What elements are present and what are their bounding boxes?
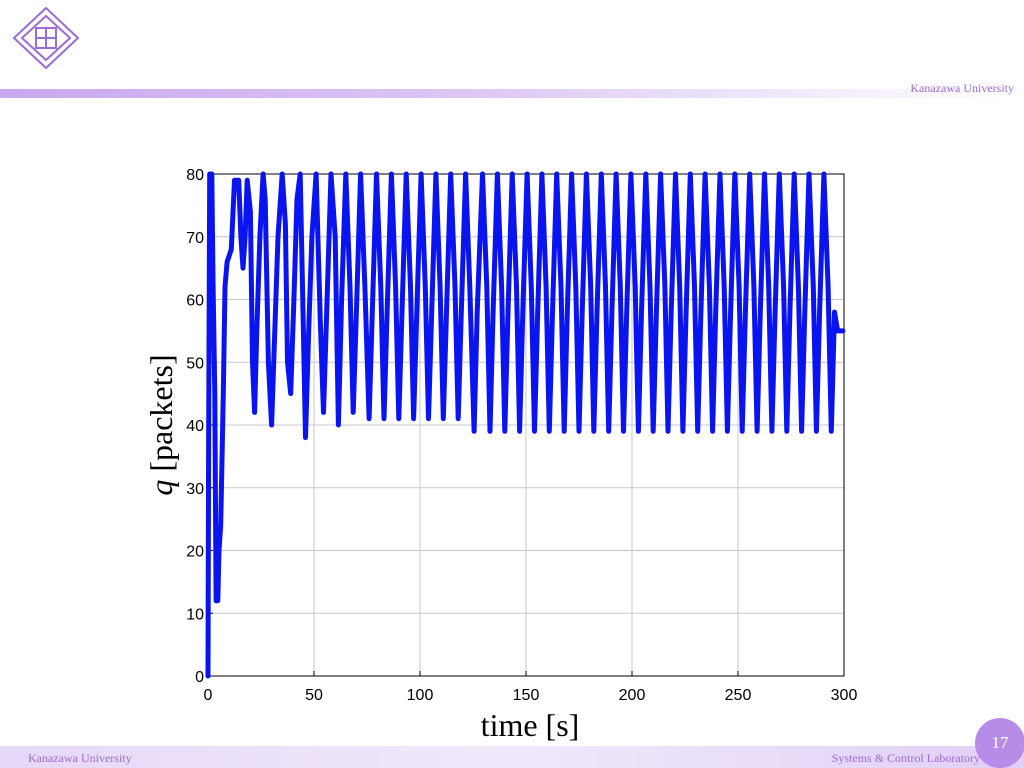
university-logo-icon <box>12 6 80 70</box>
y-axis-variable: q <box>143 480 179 496</box>
x-tick-label: 200 <box>619 687 646 704</box>
footer-band <box>0 746 1024 768</box>
y-axis-title: q [packets] <box>143 354 179 495</box>
x-tick-label: 150 <box>513 687 540 704</box>
y-axis-ticks: 0 10 20 30 40 50 60 70 80 <box>186 167 213 686</box>
page-number-badge: 17 <box>975 718 1024 768</box>
y-tick-label: 60 <box>186 293 204 310</box>
y-tick-label: 0 <box>195 669 204 686</box>
footer-university-name: Kanazawa University <box>28 751 132 765</box>
y-tick-label: 30 <box>186 481 204 498</box>
y-axis-unit: [packets] <box>143 354 179 479</box>
y-tick-label: 40 <box>186 418 204 435</box>
series-line-q <box>205 171 846 679</box>
y-tick-label: 20 <box>186 544 204 561</box>
header-band <box>0 89 1024 98</box>
y-tick-label: 50 <box>186 355 204 372</box>
x-axis-title: time [s] <box>481 707 580 743</box>
footer-lab-name: Systems & Control Laboratory <box>831 751 980 765</box>
header-university-name: Kanazawa University <box>910 81 1014 95</box>
x-tick-label: 250 <box>725 687 752 704</box>
y-tick-label: 80 <box>186 167 204 184</box>
x-tick-label: 100 <box>407 687 434 704</box>
x-tick-label: 50 <box>305 687 323 704</box>
x-axis-ticks: 0 50 100 150 200 250 300 <box>204 671 858 704</box>
y-tick-label: 10 <box>186 606 204 623</box>
x-tick-label: 0 <box>204 687 213 704</box>
x-tick-label: 300 <box>831 687 858 704</box>
y-tick-label: 70 <box>186 230 204 247</box>
